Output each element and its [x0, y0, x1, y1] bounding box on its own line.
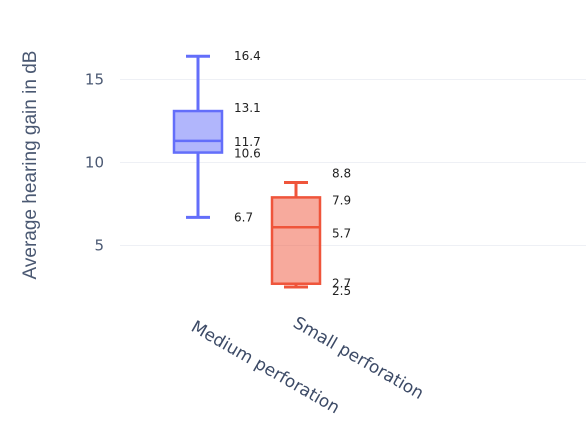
value-label: 16.4 — [234, 49, 261, 63]
grid — [120, 78, 586, 247]
y-tick-label: 10 — [85, 154, 104, 172]
box-annotations: 16.4 13.1 11.710.6 6.7 8.8 7.9 5.7 2.72.5 — [234, 49, 351, 298]
y-tick-label: 15 — [85, 70, 104, 88]
y-axis-label: Average hearing gain in dB — [20, 51, 41, 280]
value-label: 10.6 — [234, 147, 261, 161]
y-axis-ticks: 5 10 15 — [85, 70, 104, 254]
iqr-box — [270, 196, 322, 285]
value-label: 5.7 — [332, 226, 351, 240]
y-tick-label: 5 — [94, 237, 104, 255]
value-label: 8.8 — [332, 166, 351, 180]
value-label: 2.5 — [332, 284, 351, 298]
value-label: 7.9 — [332, 193, 351, 207]
value-label: 11.7 — [234, 135, 261, 149]
boxes — [172, 54, 322, 289]
box-medium-perforation — [172, 54, 224, 219]
box-small-perforation — [270, 180, 322, 289]
iqr-box — [172, 109, 224, 154]
value-label: 6.7 — [234, 210, 253, 224]
value-label: 2.7 — [332, 277, 351, 291]
value-label: 13.1 — [234, 101, 261, 115]
